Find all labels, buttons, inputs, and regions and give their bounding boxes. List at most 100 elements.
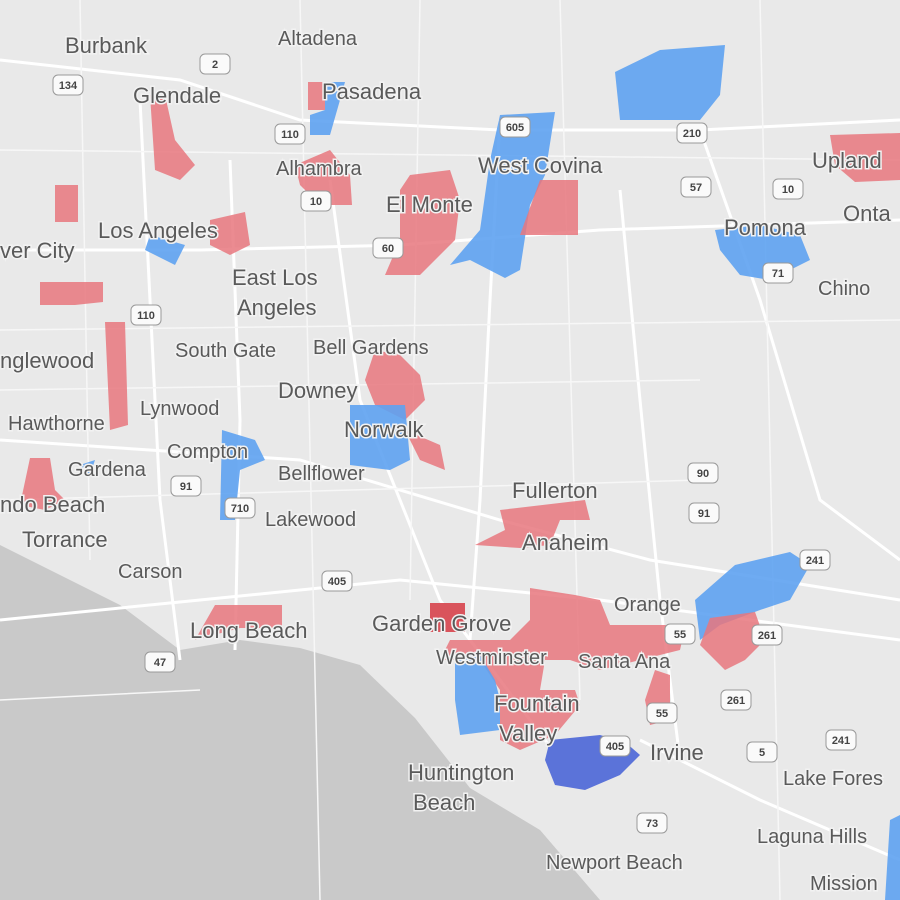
- shield-badge: [300, 190, 332, 212]
- shield-badge: [772, 178, 804, 200]
- shield-badge: [499, 116, 531, 138]
- shield-badge: [825, 729, 857, 751]
- highway-shield: 55: [646, 702, 678, 724]
- place-label: Westminster: [436, 647, 547, 669]
- highway-shield: 405: [321, 570, 353, 592]
- shield-number: 241: [832, 735, 850, 747]
- shield-badge: [274, 123, 306, 145]
- place-label: Beach: [413, 790, 475, 815]
- region: [40, 282, 103, 305]
- shield-number: 91: [698, 508, 710, 520]
- shield-number: 90: [697, 468, 709, 480]
- highway-shield: 241: [799, 549, 831, 571]
- shield-number: 2: [212, 59, 218, 71]
- shield-badge: [688, 502, 720, 524]
- place-label: Laguna Hills: [757, 826, 867, 848]
- highway-shield: 73: [636, 812, 668, 834]
- region: [455, 655, 500, 735]
- highway-shield: 60: [372, 237, 404, 259]
- place-label: Irvine: [650, 740, 704, 765]
- shield-badge: [799, 549, 831, 571]
- highway-shield: 90: [687, 462, 719, 484]
- shield-badge: [762, 262, 794, 284]
- highway-shield: 2: [199, 53, 231, 75]
- region: [80, 460, 95, 475]
- region: [350, 405, 410, 470]
- highway-shield: 710: [224, 497, 256, 519]
- place-label: ver City: [0, 238, 75, 263]
- highway-shields: 134 2 110 605 210 10 57 10 60 71 110 90 91 91 710 405 24…: [52, 53, 857, 834]
- place-label: Orange: [614, 594, 681, 616]
- region: [615, 45, 725, 120]
- place-label: ndo Beach: [0, 492, 105, 517]
- place-label: Valley: [499, 721, 557, 746]
- region: [308, 82, 325, 110]
- place-label: Alhambra: [276, 158, 362, 180]
- shield-number: 47: [154, 657, 166, 669]
- place-label: Newport Beach: [546, 852, 683, 874]
- shield-badge: [199, 53, 231, 75]
- place-label: Mission: [810, 873, 878, 895]
- shield-badge: [646, 702, 678, 724]
- region: [145, 235, 185, 265]
- region: [885, 815, 900, 900]
- place-label: Upland: [812, 148, 882, 173]
- region: [365, 350, 425, 420]
- region: [830, 133, 900, 182]
- regions: [20, 45, 900, 900]
- place-label: Glendale: [133, 83, 221, 108]
- region: [430, 603, 465, 632]
- shield-badge: [224, 497, 256, 519]
- shield-number: 710: [231, 503, 249, 515]
- shield-number: 405: [606, 741, 624, 753]
- shield-number: 71: [772, 268, 784, 280]
- shield-badge: [680, 176, 712, 198]
- place-label: Hawthorne: [8, 413, 105, 435]
- place-label: East Los: [232, 265, 318, 290]
- highway-shield: 210: [676, 122, 708, 144]
- ocean: [0, 545, 600, 900]
- highway-shield: 47: [144, 651, 176, 673]
- shield-number: 73: [646, 818, 658, 830]
- shield-number: 10: [782, 184, 794, 196]
- shield-number: 60: [382, 243, 394, 255]
- place-label: Long Beach: [190, 618, 307, 643]
- place-label: Pasadena: [322, 79, 422, 104]
- place-label: Altadena: [278, 28, 358, 50]
- shield-badge: [321, 570, 353, 592]
- highway-shield: 55: [664, 623, 696, 645]
- region: [440, 588, 685, 750]
- place-label: Bellflower: [278, 463, 365, 485]
- highway-shield: 91: [170, 475, 202, 497]
- place-label: Los Angeles: [98, 218, 218, 243]
- shield-badge: [664, 623, 696, 645]
- place-label: Burbank: [65, 33, 148, 58]
- shield-number: 91: [180, 481, 192, 493]
- place-label: Gardena: [68, 459, 147, 481]
- place-label: El Monte: [386, 192, 473, 217]
- shield-badge: [751, 624, 783, 646]
- place-label: Angeles: [237, 295, 317, 320]
- highway-shield: 71: [762, 262, 794, 284]
- highway-shield: 261: [751, 624, 783, 646]
- highway-shield: 110: [130, 304, 162, 326]
- place-label: Huntington: [408, 760, 514, 785]
- shield-badge: [746, 741, 778, 763]
- place-label: Fullerton: [512, 478, 598, 503]
- region: [450, 112, 555, 278]
- region: [210, 212, 250, 255]
- place-label: Chino: [818, 278, 870, 300]
- shield-badge: [144, 651, 176, 673]
- place-label: Garden Grove: [372, 611, 511, 636]
- place-label: Norwalk: [344, 417, 424, 442]
- shield-badge: [676, 122, 708, 144]
- region: [150, 95, 195, 180]
- highway-shield: 405: [599, 735, 631, 757]
- shield-badge: [52, 74, 84, 96]
- shield-number: 110: [137, 310, 155, 322]
- road: [639, 738, 900, 862]
- shield-number: 5: [759, 747, 765, 759]
- region: [520, 180, 578, 235]
